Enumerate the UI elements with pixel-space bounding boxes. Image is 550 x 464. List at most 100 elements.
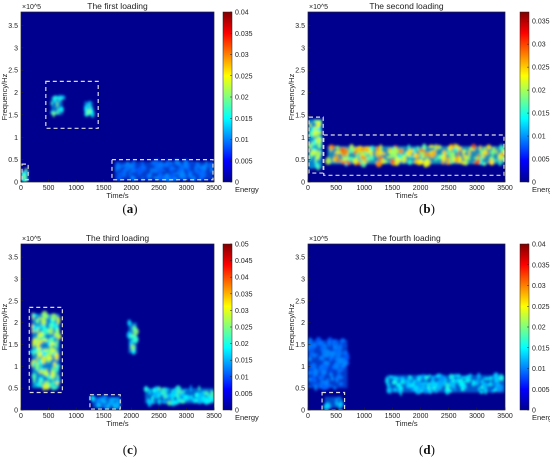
heat-layer	[308, 119, 505, 171]
colorbar-tick-label: 0.015	[532, 111, 550, 118]
energy-speck	[55, 377, 61, 383]
energy-speck	[56, 364, 60, 370]
energy-speck	[431, 375, 435, 382]
energy-speck	[428, 374, 431, 378]
energy-speck	[423, 159, 429, 168]
energy-speck	[36, 357, 39, 360]
energy-speck	[116, 161, 120, 166]
energy-region	[325, 143, 505, 168]
energy-speck	[55, 339, 59, 344]
energy-speck	[127, 319, 132, 327]
energy-speck	[176, 397, 179, 403]
energy-speck	[164, 173, 170, 177]
energy-speck	[458, 155, 462, 164]
energy-speck	[479, 390, 484, 394]
energy-speck	[406, 149, 413, 157]
colorbar-tick-label: 0.01	[235, 374, 249, 381]
energy-speck	[180, 392, 184, 397]
y-tick-label: 0.5	[8, 386, 18, 393]
panel-caption: (a)	[122, 201, 137, 216]
colorbar-tick-label: 0.035	[235, 31, 253, 38]
energy-speck	[348, 156, 354, 161]
energy-speck	[335, 145, 340, 149]
energy-speck	[344, 344, 347, 347]
energy-region	[29, 310, 62, 392]
energy-speck	[153, 176, 158, 179]
energy-speck	[413, 159, 418, 165]
highlight-box	[45, 80, 99, 129]
energy-speck	[489, 376, 493, 381]
x-tick-label: 3500	[497, 185, 513, 192]
energy-speck	[29, 350, 35, 354]
y-tick-label: 3.5	[8, 255, 18, 262]
energy-speck	[386, 155, 393, 159]
x-tick-label: 3000	[179, 185, 195, 192]
x-tick-label: 3500	[206, 185, 222, 192]
energy-speck	[101, 399, 108, 404]
energy-speck	[309, 153, 316, 157]
x-axis-label: Time/s	[106, 419, 128, 428]
panel-caption: (c)	[123, 442, 137, 457]
energy-speck	[453, 147, 460, 153]
panel-caption-letter: b	[423, 201, 430, 216]
energy-speck	[375, 160, 382, 168]
x-tick-label: 1500	[385, 413, 401, 420]
energy-speck	[51, 379, 55, 388]
energy-speck	[313, 353, 316, 359]
y-axis-label: Frequency/Hz	[287, 73, 296, 120]
energy-speck	[498, 160, 502, 167]
energy-speck	[344, 353, 350, 361]
energy-speck	[424, 375, 430, 379]
energy-speck	[316, 121, 321, 129]
energy-speck	[117, 174, 123, 181]
energy-speck	[319, 340, 325, 344]
y-tick-label: 3.5	[295, 23, 305, 30]
panel-b: 0 500 1000 1500 2000 2500 3000 3500 0 0.5 1 1.5 2 2.5…	[287, 1, 550, 216]
colorbar-label: Energy	[235, 413, 259, 422]
x-tick-label: 500	[330, 413, 342, 420]
energy-speck	[208, 163, 214, 168]
energy-speck	[129, 174, 133, 177]
panel-caption: (b)	[419, 201, 435, 216]
energy-speck	[42, 371, 49, 376]
energy-speck	[147, 399, 152, 407]
energy-speck	[47, 356, 53, 361]
energy-speck	[42, 349, 48, 352]
energy-speck	[370, 145, 375, 152]
y-tick-label: 1.5	[8, 112, 18, 119]
energy-speck	[390, 159, 396, 164]
energy-speck	[119, 171, 125, 174]
energy-speck	[493, 381, 499, 386]
y-tick-label: 0	[14, 180, 18, 187]
x-tick-label: 2000	[123, 413, 139, 420]
colorbar-tick-label: 0.015	[532, 345, 550, 352]
energy-region	[90, 394, 121, 410]
energy-speck	[58, 94, 61, 103]
colorbar-tick-label: 0.02	[532, 325, 546, 332]
energy-speck	[50, 313, 57, 321]
energy-speck	[321, 382, 326, 391]
energy-speck	[198, 168, 202, 173]
axes-frame	[307, 11, 506, 183]
energy-speck	[353, 146, 360, 152]
energy-region	[143, 384, 214, 407]
energy-speck	[150, 167, 153, 175]
x-tick-label: 2000	[413, 185, 429, 192]
energy-speck	[32, 359, 38, 363]
energy-speck	[408, 156, 415, 159]
energy-speck	[416, 145, 420, 152]
energy-speck	[42, 338, 45, 341]
energy-speck	[44, 380, 50, 385]
energy-speck	[460, 387, 465, 392]
energy-speck	[316, 163, 320, 171]
energy-speck	[324, 402, 331, 410]
energy-speck	[114, 401, 121, 408]
energy-speck	[340, 399, 343, 407]
energy-speck	[37, 381, 41, 385]
y-tick-label: 1	[14, 135, 18, 142]
y-tick-label: 0	[301, 408, 305, 415]
energy-speck	[136, 169, 142, 176]
y-tick-label: 3	[14, 45, 18, 52]
energy-speck	[427, 389, 433, 394]
panel-d: 0 500 1000 1500 2000 2500 3000 3500 0 0.5 1 1.5 2 2.5…	[287, 233, 550, 457]
